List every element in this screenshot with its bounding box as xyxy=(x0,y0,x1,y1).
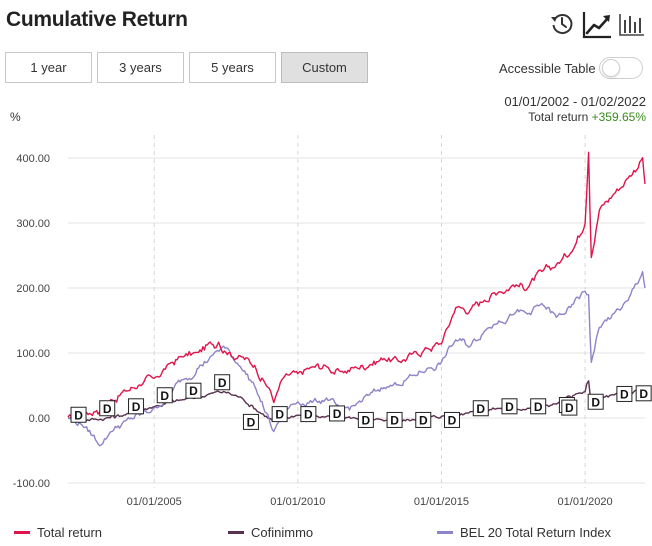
y-tick-label: 200.00 xyxy=(16,283,50,295)
range-1-year-button[interactable]: 1 year xyxy=(5,52,92,83)
dividend-marker xyxy=(271,406,288,423)
dividend-marker xyxy=(99,400,116,417)
dividend-marker-label: D xyxy=(390,413,399,427)
dividend-marker-label: D xyxy=(534,400,543,414)
legend-item-cofinimmo[interactable]: Cofinimmo xyxy=(228,525,313,540)
legend-label: Total return xyxy=(37,525,103,540)
dividend-marker xyxy=(616,385,633,402)
y-axis-unit: % xyxy=(10,110,21,124)
dividend-marker xyxy=(300,406,317,423)
legend-label: BEL 20 Total Return Index xyxy=(460,525,612,540)
dividend-marker xyxy=(128,398,145,415)
dividend-marker xyxy=(357,411,374,428)
series-cofinimmo xyxy=(67,380,646,424)
dividend-marker-label: D xyxy=(275,408,284,422)
dividend-marker xyxy=(472,400,489,417)
x-tick-label: 01/01/2020 xyxy=(558,496,613,508)
line-chart-icon[interactable] xyxy=(582,10,611,39)
dividend-marker-label: D xyxy=(304,408,313,422)
dividend-marker-label: D xyxy=(247,415,256,429)
dividend-marker xyxy=(329,405,346,422)
chart-view-toolbar xyxy=(548,10,646,40)
dividend-marker xyxy=(443,411,460,428)
x-tick-label: 01/01/2005 xyxy=(127,496,182,508)
legend-swatch xyxy=(14,531,30,534)
y-tick-label: 100.00 xyxy=(16,348,50,360)
dividend-marker-label: D xyxy=(218,376,227,390)
range-3-years-button[interactable]: 3 years xyxy=(97,52,184,83)
dividend-marker xyxy=(561,399,578,416)
dividend-marker xyxy=(415,411,432,428)
dividend-marker xyxy=(386,411,403,428)
total-return-summary: Total return +359.65% xyxy=(528,110,646,124)
dividend-marker xyxy=(185,382,202,399)
x-tick-label: 01/01/2010 xyxy=(270,496,325,508)
x-tick-label: 01/01/2015 xyxy=(414,496,469,508)
dividend-marker xyxy=(214,374,231,391)
legend-swatch xyxy=(228,531,244,534)
dividend-marker xyxy=(501,398,518,415)
dividend-marker xyxy=(587,393,604,410)
legend-swatch xyxy=(437,531,453,534)
accessible-table-toggle[interactable] xyxy=(599,57,643,79)
page-title: Cumulative Return xyxy=(6,8,188,31)
dividend-marker-label: D xyxy=(362,413,371,427)
dividend-marker xyxy=(242,413,259,430)
dividend-marker-label: D xyxy=(591,395,600,409)
y-tick-label: -100.00 xyxy=(13,478,50,490)
dividend-marker-label: D xyxy=(419,413,428,427)
series-total-return xyxy=(67,151,646,418)
dividend-marker xyxy=(635,385,652,402)
dividend-marker xyxy=(156,387,173,404)
dividend-marker-label: D xyxy=(505,400,514,414)
bar-chart-icon[interactable] xyxy=(618,10,646,38)
y-tick-label: 300.00 xyxy=(16,218,50,230)
accessible-table-label: Accessible Table xyxy=(499,61,596,76)
toggle-knob xyxy=(602,59,620,77)
dividend-marker-label: D xyxy=(103,402,112,416)
dividend-marker-label: D xyxy=(160,389,169,403)
legend-label: Cofinimmo xyxy=(251,525,314,540)
dividend-marker-label: D xyxy=(620,387,629,401)
dividend-marker-label: D xyxy=(74,408,83,422)
total-return-label: Total return xyxy=(528,110,589,124)
y-tick-label: 0.00 xyxy=(29,413,50,425)
dividend-marker-label: D xyxy=(476,402,485,416)
total-return-value: +359.65% xyxy=(591,110,646,124)
dividend-marker-label: D xyxy=(189,384,198,398)
history-icon[interactable] xyxy=(548,10,576,38)
dividend-marker-label: D xyxy=(132,400,141,414)
legend-item-total-return[interactable]: Total return xyxy=(14,525,102,540)
range-5-years-button[interactable]: 5 years xyxy=(189,52,276,83)
dividend-marker xyxy=(530,398,547,415)
dividend-marker xyxy=(70,406,87,423)
legend-item-bel20[interactable]: BEL 20 Total Return Index xyxy=(437,525,611,540)
dividend-marker-label: D xyxy=(448,413,457,427)
date-range: 01/01/2002 - 01/02/2022 xyxy=(504,94,646,109)
dividend-marker-label: D xyxy=(333,407,342,421)
dividend-marker-label: D xyxy=(639,387,648,401)
range-custom-button[interactable]: Custom xyxy=(281,52,368,83)
y-tick-label: 400.00 xyxy=(16,153,50,165)
dividend-marker-label: D xyxy=(565,401,574,415)
